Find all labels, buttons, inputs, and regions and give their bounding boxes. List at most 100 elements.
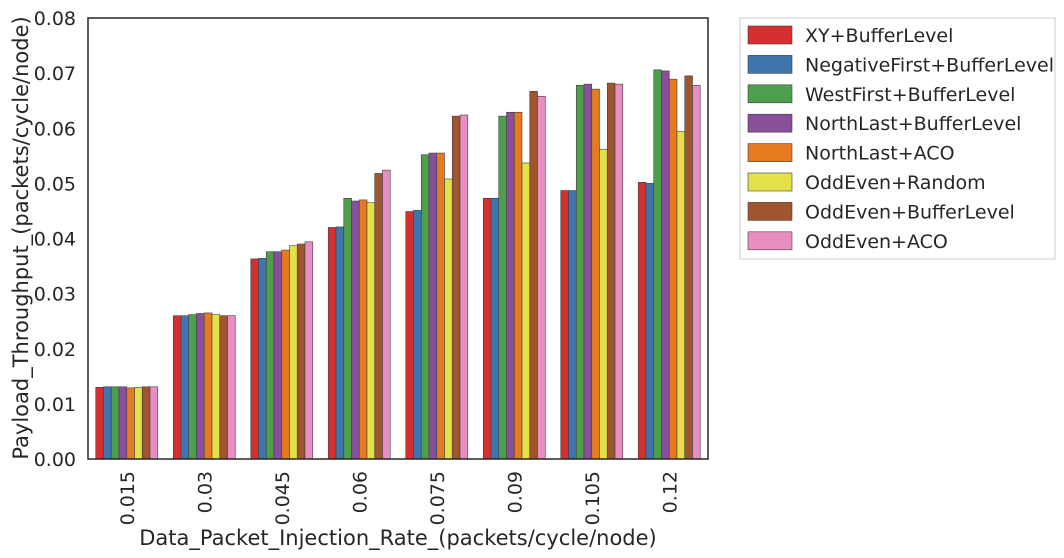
bar bbox=[451, 115, 461, 460]
bar bbox=[490, 197, 500, 460]
bar bbox=[118, 386, 128, 460]
bar bbox=[459, 114, 469, 460]
x-tick-label: 0.12 bbox=[659, 471, 681, 513]
bar bbox=[428, 152, 438, 460]
bar bbox=[692, 84, 701, 460]
y-tick-label: 0.06 bbox=[34, 118, 76, 140]
bar bbox=[296, 243, 306, 460]
bar bbox=[304, 241, 314, 460]
legend-items: XY+BufferLevel NegativeFirst+BufferLevel W… bbox=[747, 25, 1054, 253]
x-tick-label: 0.015 bbox=[117, 471, 139, 525]
bar-group-0.015 bbox=[95, 386, 159, 460]
legend-item: NorthLast+ACO bbox=[747, 143, 955, 165]
bar bbox=[110, 386, 120, 460]
bar bbox=[529, 91, 538, 460]
x-tick-label: 0.03 bbox=[194, 471, 216, 513]
bar bbox=[599, 148, 608, 460]
bar bbox=[684, 75, 693, 460]
bar bbox=[382, 169, 391, 460]
bar bbox=[513, 111, 523, 460]
legend-swatch bbox=[747, 172, 793, 192]
x-tick-label: 0.105 bbox=[582, 471, 604, 525]
bar bbox=[281, 249, 290, 460]
bar bbox=[343, 197, 352, 460]
y-tick-label: 0.01 bbox=[34, 394, 76, 416]
plot-frame bbox=[87, 17, 709, 460]
legend-label: NegativeFirst+BufferLevel bbox=[805, 54, 1054, 76]
bar bbox=[95, 387, 104, 460]
bar-group-0.03 bbox=[172, 312, 236, 460]
bar bbox=[103, 386, 112, 460]
bar bbox=[436, 152, 445, 460]
bar bbox=[203, 312, 213, 460]
bar bbox=[366, 202, 376, 460]
bar bbox=[661, 70, 670, 460]
bar-group-0.09 bbox=[482, 91, 546, 460]
bar-group-0.075 bbox=[405, 114, 469, 460]
bar bbox=[591, 88, 600, 460]
bar bbox=[180, 315, 190, 460]
legend-label: XY+BufferLevel bbox=[805, 25, 953, 47]
bar bbox=[188, 314, 197, 460]
bar bbox=[568, 190, 577, 460]
bar bbox=[126, 387, 135, 460]
bar bbox=[141, 386, 151, 460]
bar bbox=[637, 181, 647, 460]
y-tick-label: 0.05 bbox=[34, 173, 76, 195]
y-tick-label: 0.07 bbox=[34, 63, 76, 85]
bar bbox=[273, 251, 283, 460]
bar bbox=[444, 178, 453, 460]
legend-label: NorthLast+BufferLevel bbox=[805, 113, 1021, 135]
bar bbox=[211, 314, 221, 460]
bar bbox=[351, 200, 360, 460]
legend-item: XY+BufferLevel bbox=[747, 25, 953, 47]
legend-item: OddEven+ACO bbox=[747, 231, 948, 253]
legend-label: NorthLast+ACO bbox=[805, 143, 955, 165]
y-tick-label: 0.00 bbox=[34, 449, 76, 471]
bars-layer bbox=[95, 69, 701, 460]
legend-item: OddEven+Random bbox=[747, 172, 986, 194]
x-tick-label: 0.06 bbox=[349, 471, 371, 513]
bar-group-0.12 bbox=[637, 69, 701, 460]
bar bbox=[537, 95, 546, 460]
bar bbox=[583, 83, 593, 460]
bar-group-0.045 bbox=[250, 241, 314, 460]
bar bbox=[668, 78, 678, 460]
legend-swatch bbox=[747, 55, 793, 74]
legend-item: OddEven+BufferLevel bbox=[747, 201, 1015, 223]
bar bbox=[258, 258, 267, 460]
legend-swatch bbox=[747, 143, 793, 162]
y-tick-label: 0.03 bbox=[34, 284, 76, 306]
bar bbox=[676, 131, 686, 460]
bar bbox=[358, 199, 368, 460]
legend-frame bbox=[739, 17, 1056, 260]
y-axis-ticks: 0.00 0.01 0.02 0.03 0.04 0.05 0.06 0.07 0.08 bbox=[34, 8, 76, 471]
x-tick-label: 0.075 bbox=[427, 471, 449, 525]
bar-group-0.06 bbox=[327, 169, 391, 460]
bar bbox=[498, 115, 507, 460]
y-tick-label: 0.02 bbox=[34, 339, 76, 361]
bar bbox=[227, 315, 236, 460]
x-tick-label: 0.09 bbox=[504, 471, 526, 513]
legend-swatch bbox=[747, 202, 793, 221]
legend-item: NegativeFirst+BufferLevel bbox=[747, 54, 1054, 76]
bar bbox=[250, 258, 259, 460]
bar bbox=[149, 386, 159, 460]
legend: XY+BufferLevel NegativeFirst+BufferLevel W… bbox=[739, 17, 1056, 260]
legend-item: NorthLast+BufferLevel bbox=[747, 113, 1021, 135]
bar bbox=[134, 387, 143, 460]
bar bbox=[606, 82, 616, 460]
bar bbox=[420, 154, 430, 460]
y-tick-label: 0.08 bbox=[34, 8, 76, 30]
bar bbox=[506, 111, 515, 460]
bar bbox=[413, 210, 422, 460]
legend-label: OddEven+ACO bbox=[805, 231, 948, 253]
bar bbox=[265, 251, 275, 460]
legend-swatch bbox=[747, 84, 793, 104]
legend-swatch bbox=[747, 113, 793, 133]
bar bbox=[172, 315, 182, 460]
bar bbox=[521, 162, 531, 460]
bar-group-0.105 bbox=[560, 82, 624, 460]
bar bbox=[289, 245, 298, 460]
y-tick-label: 0.04 bbox=[34, 229, 76, 251]
